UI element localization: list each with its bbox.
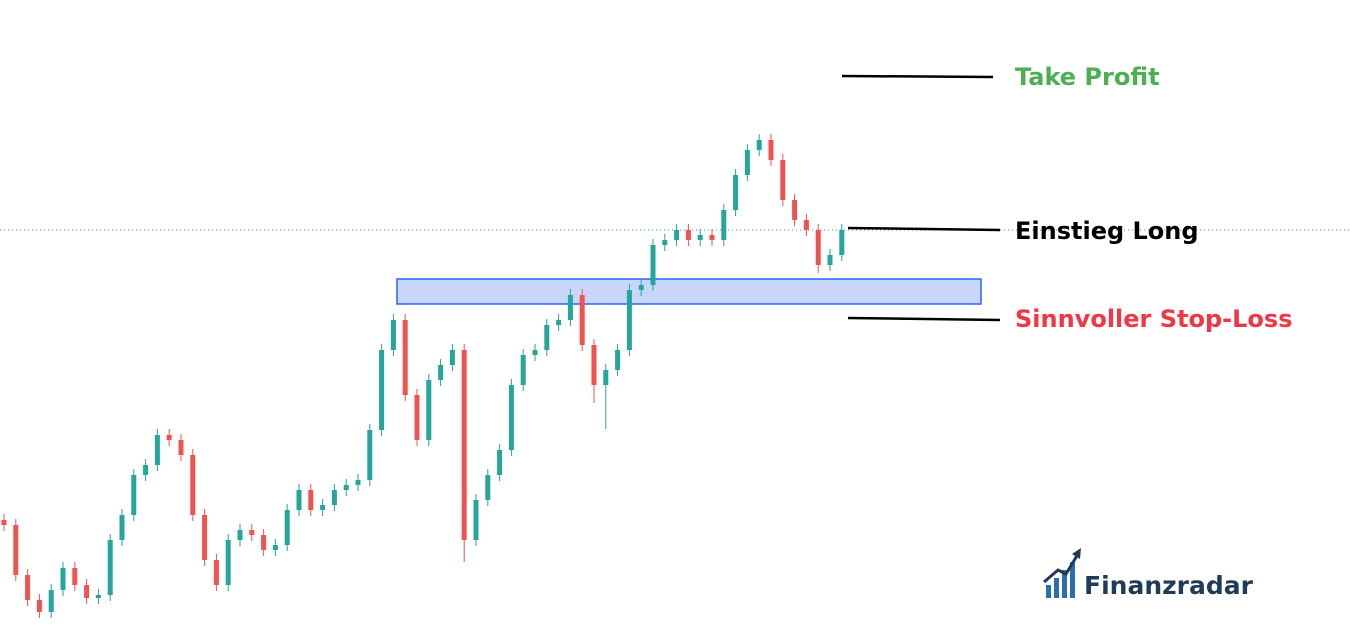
candle-body [756, 140, 762, 150]
candle-body [308, 490, 314, 510]
candle-body [438, 365, 444, 380]
candle-body [60, 568, 66, 590]
candle-body [567, 295, 573, 320]
candle-body [744, 150, 750, 175]
candle-body [95, 595, 101, 598]
candle-body [709, 235, 715, 240]
candle-body [544, 325, 550, 350]
candle-body [178, 440, 184, 455]
candle-body [662, 240, 668, 245]
candle-body [638, 285, 644, 290]
candle-body [768, 140, 774, 160]
candle-body [733, 175, 739, 210]
candle-body [296, 490, 302, 510]
candle-body [508, 385, 514, 450]
candle-body [154, 435, 160, 465]
candle-body [25, 575, 31, 600]
candle-body [190, 455, 196, 515]
entry-line [847, 226, 1001, 232]
candle-body [402, 320, 408, 395]
candle-body [461, 350, 467, 540]
candle-body [827, 255, 833, 265]
candle-body [449, 350, 455, 365]
candle-body [213, 560, 219, 585]
candle-body [237, 530, 243, 540]
stop-loss-line [847, 316, 1001, 322]
candle-body [603, 370, 609, 385]
candle-body [119, 515, 125, 540]
candle-body [72, 568, 78, 585]
candle-body [13, 525, 19, 575]
candle-body [721, 210, 727, 240]
take-profit-label: Take Profit [1015, 63, 1160, 91]
candle-body [591, 345, 597, 385]
candle-body [626, 290, 632, 350]
candle-body [320, 505, 326, 510]
candle-body [485, 475, 491, 500]
candle-body [520, 355, 526, 385]
candle-body [355, 480, 361, 485]
candle-body [131, 475, 137, 515]
candle-body [1, 520, 7, 525]
logo-text: Finanzradar [1084, 571, 1254, 600]
candle-body [284, 510, 290, 545]
candle-body [143, 465, 149, 475]
candle-body [815, 230, 821, 265]
candle-body [685, 230, 691, 240]
stop-loss-label: Sinnvoller Stop-Loss [1015, 305, 1292, 333]
candle-body [780, 160, 786, 200]
candle-body [615, 350, 621, 370]
candle-body [650, 245, 656, 285]
candle-body [556, 320, 562, 325]
candle-body [202, 515, 208, 560]
candle-body [107, 540, 113, 595]
candle-body [272, 545, 278, 550]
entry-label: Einstieg Long [1015, 217, 1199, 245]
candle-body [532, 350, 538, 355]
candle-body [379, 350, 385, 430]
candle-body [331, 490, 337, 505]
candle-body [367, 430, 373, 480]
candle-body [36, 600, 42, 612]
candle-body [414, 395, 420, 440]
candle-body [426, 380, 432, 440]
candle-body [390, 320, 396, 350]
candle-body [697, 235, 703, 240]
candle-body [249, 530, 255, 535]
candle-body [792, 200, 798, 220]
candle-body [473, 500, 479, 540]
candle-body [839, 230, 845, 255]
candle-body [84, 585, 90, 598]
support-zone [396, 278, 982, 305]
candle-body [803, 220, 809, 230]
candle-body [225, 540, 231, 585]
candle-body [48, 590, 54, 612]
candle-body [166, 435, 172, 440]
logo-icon [1043, 548, 1081, 598]
candle-body [261, 535, 267, 550]
candle-body [579, 295, 585, 345]
candle-body [497, 450, 503, 475]
candle-body [674, 230, 680, 240]
candle-body [343, 485, 349, 490]
take-profit-line [841, 74, 994, 79]
